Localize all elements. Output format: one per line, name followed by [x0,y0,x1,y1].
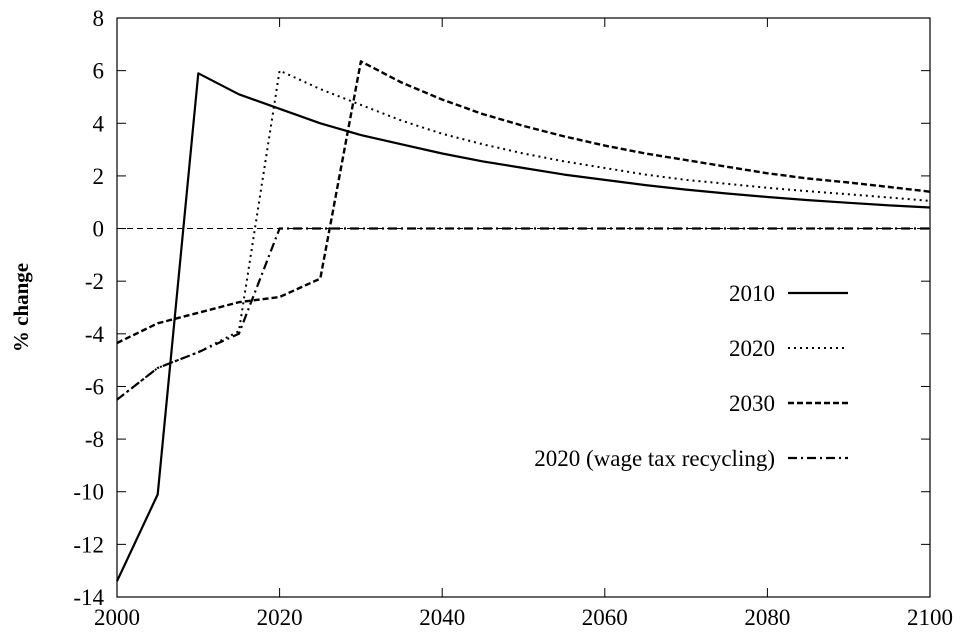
y-tick-label: -8 [85,427,104,452]
y-tick-label: -4 [85,322,105,347]
x-tick-label: 2040 [419,605,465,630]
x-tick-label: 2000 [94,605,140,630]
series-lines [116,60,931,582]
series-line-3 [116,227,930,401]
legend-label: 2020 (wage tax recycling) [534,446,775,471]
y-tick-label: -6 [85,374,104,399]
y-tick-label: 4 [93,111,105,136]
series-line-1 [116,69,931,401]
legend-label: 2020 [729,336,775,361]
y-axis-title: % change [9,263,33,352]
y-tick-label: 6 [93,59,105,84]
series-line-2 [116,60,931,345]
legend-label: 2030 [729,391,775,416]
legend: 2010 2020 2030 2020 (wage tax recycling) [534,281,848,471]
y-axis-ticks: -14 -12 -10 -8 -6 -4 -2 0 2 4 6 8 [73,6,930,610]
x-tick-label: 2060 [582,605,628,630]
plot-frame [116,17,931,598]
y-tick-label: 0 [93,217,105,242]
plot-border [116,17,931,598]
y-tick-label: -14 [73,585,104,610]
y-tick-label: -10 [73,480,104,505]
y-tick-label: 2 [93,164,105,189]
x-tick-label: 2100 [907,605,953,630]
x-tick-label: 2020 [257,605,303,630]
legend-label: 2010 [729,281,775,306]
y-tick-label: -2 [85,269,104,294]
x-axis-ticks: 2000 2020 2040 2060 2080 2100 [94,18,953,630]
y-tick-label: -12 [73,532,104,557]
x-tick-label: 2080 [744,605,790,630]
y-tick-label: 8 [93,6,105,31]
series-line-0 [116,72,931,582]
